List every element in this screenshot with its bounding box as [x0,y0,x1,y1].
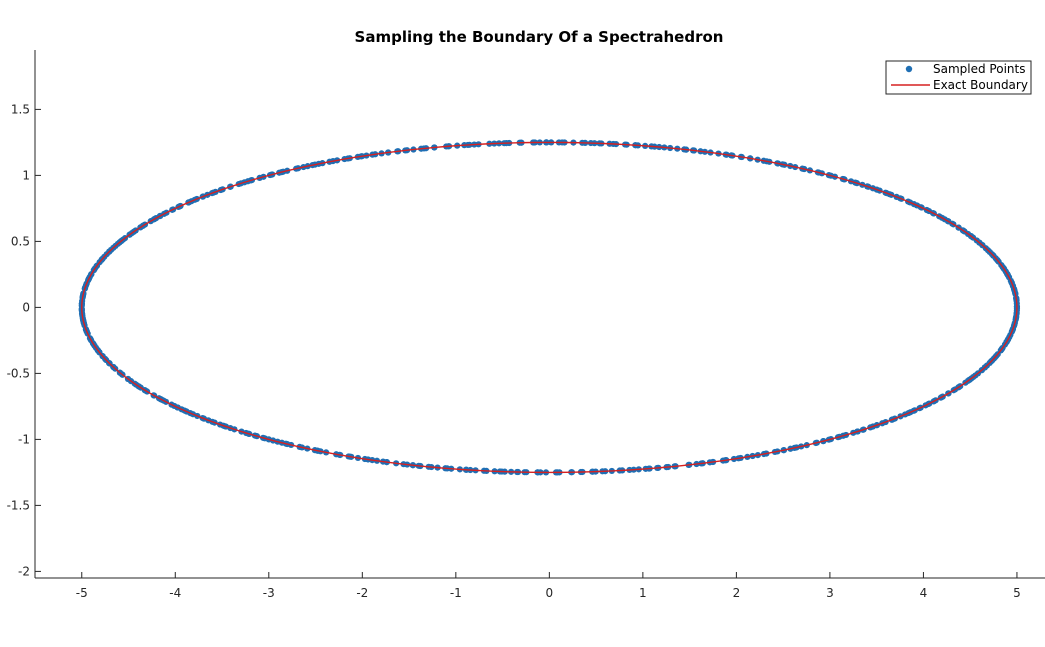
x-tick-label: 5 [1013,586,1021,600]
y-tick-label: -2 [18,564,30,578]
y-tick-label: -1 [18,432,30,446]
y-tick-label: 1.5 [11,102,30,116]
chart-title: Sampling the Boundary Of a Spectrahedron [355,28,724,46]
x-tick-label: -4 [169,586,181,600]
boundary-overlay [81,141,1018,474]
x-axis-ticks: -5 -4 -3 -2 -1 0 1 2 3 4 5 [76,572,1021,600]
x-tick-label: 2 [733,586,741,600]
legend: Sampled Points Exact Boundary [885,60,1032,95]
exact-boundary-line [81,141,1018,474]
x-tick-label: -3 [263,586,275,600]
x-tick-label: -2 [356,586,368,600]
x-tick-label: -1 [450,586,462,600]
plot-area [78,139,1021,476]
y-tick-label: 0 [22,300,30,314]
x-tick-label: -5 [76,586,88,600]
y-tick-label: 1 [22,168,30,182]
legend-marker-sampled-points [905,65,913,73]
y-tick-label: -1.5 [7,498,30,512]
y-axis-ticks: 1.5 1 0.5 0 -0.5 -1 -1.5 -2 [7,102,41,578]
x-tick-label: 4 [920,586,928,600]
x-tick-label: 0 [546,586,554,600]
x-tick-label: 3 [826,586,834,600]
x-tick-label: 1 [639,586,647,600]
legend-label-exact-boundary: Exact Boundary [933,78,1028,92]
y-tick-label: 0.5 [11,234,30,248]
y-tick-label: -0.5 [7,366,30,380]
legend-label-sampled-points: Sampled Points [933,62,1025,76]
